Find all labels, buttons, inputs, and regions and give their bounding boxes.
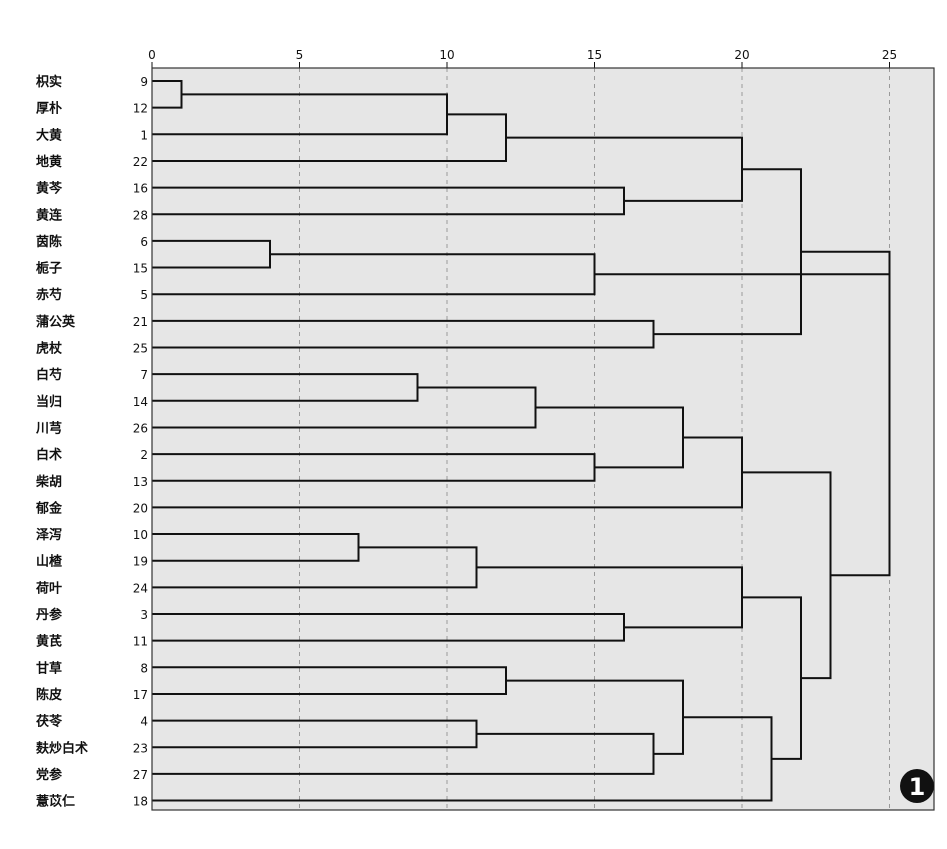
leaf-label: 栀子 (36, 261, 62, 277)
leaf-case-number: 2 (140, 448, 148, 462)
leaf-case-number: 27 (133, 768, 148, 782)
tick-label-0: 0 (148, 48, 156, 62)
leaf-case-number: 24 (133, 581, 148, 595)
leaf-label: 甘草 (36, 660, 62, 676)
leaf-label: 郁金 (35, 500, 63, 516)
leaf-label: 蒲公英 (36, 314, 76, 330)
leaf-case-number: 10 (133, 528, 148, 542)
dendrogram-links (152, 80, 891, 802)
leaf-label: 泽泻 (36, 527, 62, 543)
figure-badge: 1 (900, 769, 934, 803)
leaf-label: 柴胡 (35, 474, 62, 490)
leaf-label: 白术 (36, 447, 62, 463)
plot-area (152, 68, 934, 810)
leaf-label: 川芎 (35, 420, 62, 436)
leaf-label: 虎杖 (36, 341, 63, 357)
leaf-case-number: 13 (133, 475, 148, 489)
tick-label-10: 10 (439, 48, 454, 62)
leaf-case-number: 25 (133, 342, 148, 356)
leaf-case-number: 21 (133, 315, 148, 329)
x-axis-ticks: 0 5 10 15 20 25 (148, 48, 897, 68)
leaf-case-number: 16 (133, 182, 148, 196)
leaf-case-number: 7 (140, 368, 148, 382)
leaf-case-number: 8 (140, 661, 148, 675)
leaf-case-number: 20 (133, 501, 148, 515)
leaf-label: 麸炒白术 (35, 740, 88, 756)
leaf-label: 茵陈 (36, 234, 62, 250)
leaf-case-number: 23 (133, 741, 148, 755)
leaf-label: 丹参 (36, 607, 63, 623)
tick-label-15: 15 (587, 48, 602, 62)
leaf-case-number: 6 (140, 235, 148, 249)
merge-link (830, 262, 891, 577)
leaf-case-number: 26 (133, 421, 148, 435)
leaf-label: 党参 (36, 767, 63, 783)
leaf-label: 荷叶 (35, 580, 62, 596)
leaf-label: 茯苓 (36, 714, 63, 730)
leaf-case-number: 22 (133, 155, 148, 169)
leaf-label: 赤芍 (36, 287, 62, 303)
leaf-case-number: 14 (133, 395, 148, 409)
leaf-case-number: 18 (133, 795, 148, 809)
leaf-case-number: 9 (140, 75, 148, 89)
leaf-label: 枳实 (36, 74, 62, 90)
plot-frame (151, 67, 935, 811)
tick-label-25: 25 (882, 48, 897, 62)
leaf-case-number: 5 (140, 288, 148, 302)
badge-text: 1 (909, 773, 926, 801)
leaf-label: 山楂 (36, 554, 63, 570)
leaf-case-number: 4 (140, 715, 148, 729)
leaf-case-number: 15 (133, 262, 148, 276)
leaf-case-number: 11 (133, 635, 148, 649)
leaf-case-number: 1 (140, 128, 148, 142)
leaf-label: 地黄 (36, 154, 62, 170)
leaf-label: 厚朴 (36, 101, 62, 117)
leaf-label: 大黄 (36, 127, 62, 143)
leaf-case-number: 28 (133, 208, 148, 222)
tick-label-20: 20 (734, 48, 749, 62)
leaf-case-number: 19 (133, 555, 148, 569)
merge-link (594, 250, 891, 276)
badge-circle (900, 769, 934, 803)
tick-label-5: 5 (296, 48, 304, 62)
leaf-label: 白芍 (36, 367, 62, 383)
leaf-label: 黄芩 (36, 181, 63, 197)
leaf-label: 陈皮 (36, 687, 62, 703)
leaf-case-number: 12 (133, 102, 148, 116)
leaf-case-number: 17 (133, 688, 148, 702)
leaf-label: 当归 (36, 394, 62, 410)
leaf-label: 黄连 (36, 207, 63, 223)
leaf-label: 黄芪 (36, 634, 62, 650)
leaf-label: 薏苡仁 (36, 794, 75, 810)
leaf-case-number: 3 (140, 608, 148, 622)
